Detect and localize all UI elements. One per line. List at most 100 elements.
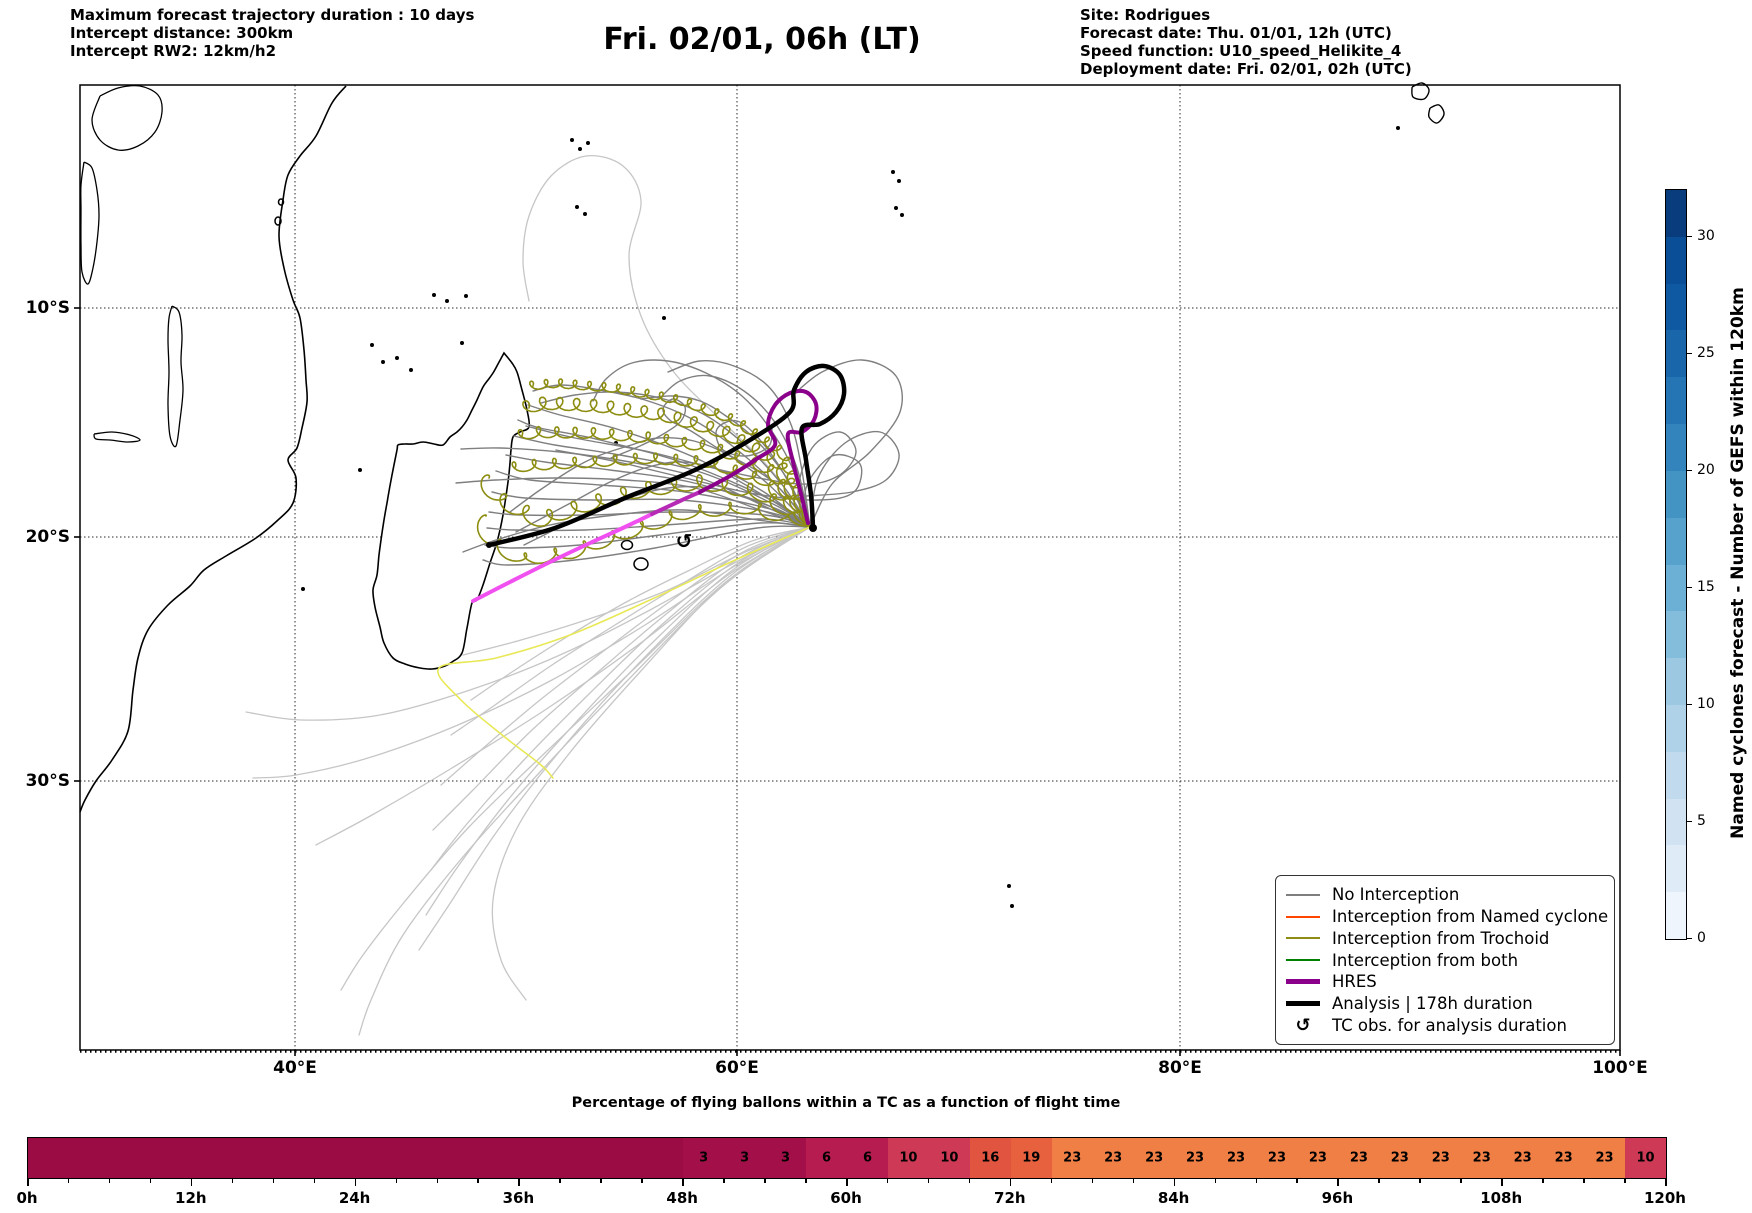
island-speck [578,147,582,151]
island-speck [409,368,413,372]
flight-time-tick [67,1178,70,1183]
header-left-line-3: Intercept RW2: 12km/h2 [70,42,277,60]
flight-time-tick [436,1178,438,1183]
legend-line-swatch [1286,937,1320,940]
colorbar-block [1666,517,1686,565]
flight-time-tick [1173,1178,1176,1186]
legend-item: Interception from Trochoid [1286,928,1602,950]
header-right-line-3: Speed function: U10_speed_Helikite_4 [1080,42,1402,60]
colorbar-tick [1686,820,1692,822]
flight-time-tick [805,1178,807,1183]
trajectory [715,419,811,528]
island-speck [445,299,449,303]
bottom-strip-title: Percentage of flying ballons within a TC… [571,1095,1121,1111]
percent-value: 16 [981,1150,1000,1166]
header-right-line-4: Deployment date: Fri. 02/01, 02h (UTC) [1080,60,1412,78]
percent-value: 3 [740,1150,750,1166]
tc-obs-legend-icon: ↺ [1295,1014,1311,1036]
trajectory [455,477,811,528]
trajectory [358,526,811,1036]
island-speck [662,316,666,320]
colorbar-tick-label: 25 [1697,344,1715,361]
trajectory [659,374,811,528]
colorbar-tick-label: 0 [1697,930,1706,946]
percent-value: 23 [1145,1150,1164,1166]
percent-value: 23 [1267,1150,1287,1166]
island-speck [891,170,895,174]
flight-time-tick [1050,1178,1053,1183]
colorbar-tick [1686,235,1692,237]
legend-label: No Interception [1332,885,1460,905]
trajectory [491,491,811,528]
colorbar-tick [1686,703,1692,705]
island-speck [575,205,579,209]
gefs-colorbar [1665,189,1687,940]
percent-segment [928,1138,971,1178]
legend-line [1286,937,1320,940]
colorbar-tick-label: 20 [1697,461,1715,478]
island-speck [1010,904,1014,908]
percent-segment [1584,1138,1626,1178]
flight-time-tick [559,1178,561,1183]
percent-value: 23 [1513,1150,1532,1166]
flight-time-tick [1255,1178,1257,1183]
trajectory [471,512,654,603]
trajectory [425,526,811,916]
lat-tick-label: 30°S [25,771,70,791]
flight-time-tick [886,1178,889,1183]
colorbar-block [1666,845,1686,893]
flight-time-percentage-strip: 3 3 3 6 6 10 10 16 19 23 23 23 23 23 23 23 23 23 23 23 23 23 2… [27,1137,1667,1179]
percent-value: 23 [1063,1150,1082,1166]
lake-outline [93,431,141,443]
lat-tick-label: 10°S [25,298,70,318]
legend-line [1286,915,1320,918]
percent-segment [1379,1138,1421,1178]
flight-time-tick [1214,1178,1217,1183]
trajectory [650,490,702,516]
percent-value: 23 [1308,1150,1327,1166]
flight-time-tick [27,1178,29,1186]
trajectory [482,525,811,566]
flight-time-tick [395,1178,398,1183]
coastline-africa [79,85,347,813]
percent-segment [847,1138,889,1178]
trajectory [462,526,811,656]
percent-value: 23 [1186,1150,1205,1166]
flight-time-tick [1542,1178,1544,1183]
legend-line-swatch [1286,1001,1320,1006]
flight-time-tick-label: 72h [994,1189,1026,1207]
flight-time-tick [1501,1178,1503,1186]
lake-outline [91,84,163,151]
colorbar-tick-label: 5 [1697,812,1706,829]
colorbar-tick [1686,352,1692,354]
lon-tick-label: 100°E [1592,1058,1648,1078]
legend-label: Interception from Trochoid [1332,928,1550,948]
flight-time-tick-label: 96h [1321,1189,1354,1207]
island-speck [894,206,898,210]
percent-value: 19 [1022,1150,1041,1166]
flight-time-tick-label: 108h [1480,1189,1523,1207]
flight-time-tick [354,1178,357,1186]
flight-time-tick [190,1178,193,1186]
header-left-line-1: Maximum forecast trajectory duration : 1… [70,6,475,24]
flight-time-tick [108,1178,111,1183]
percent-value: 23 [1226,1150,1246,1166]
percent-segment [683,1138,725,1178]
legend-label: Interception from Named cyclone [1332,907,1609,926]
lon-tick-label: 40°E [273,1058,317,1078]
percent-segment [724,1138,766,1178]
trajectory [805,430,900,528]
percent-value: 23 [1595,1150,1614,1166]
colorbar-block [1666,798,1686,846]
colorbar-block [1666,236,1686,284]
island-ring [633,557,649,571]
flight-time-tick-label: 84h [1157,1189,1190,1207]
lat-tick-label: 20°S [25,527,70,547]
colorbar-block [1666,611,1686,659]
percent-segment [1051,1138,1094,1178]
legend-line-swatch [1286,915,1320,918]
legend-label: HRES [1332,972,1377,992]
trajectory [462,509,811,553]
legend-item: Analysis | 178h duration [1286,993,1602,1015]
trajectory [450,526,811,736]
